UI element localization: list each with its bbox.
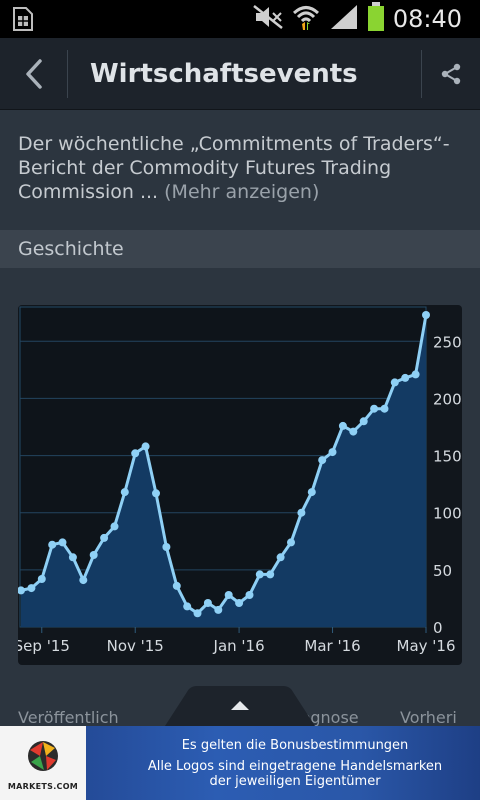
data-point[interactable] bbox=[172, 581, 181, 590]
markets-logo-text: MARKETS.COM bbox=[7, 782, 79, 791]
ad-banner[interactable]: MARKETS.COM Es gelten die Bonusbestimmun… bbox=[0, 726, 480, 800]
data-point[interactable] bbox=[422, 311, 430, 319]
action-bar: Wirtschaftsevents bbox=[0, 38, 480, 110]
data-point[interactable] bbox=[162, 543, 171, 551]
y-tick-label: 0 bbox=[433, 619, 443, 637]
y-tick-label: 150 bbox=[433, 448, 462, 466]
data-point[interactable] bbox=[266, 570, 275, 579]
data-point[interactable] bbox=[193, 609, 202, 618]
status-bar: 08:40 bbox=[0, 0, 480, 38]
ad-text-line2: Alle Logos sind eingetragene Handelsmark… bbox=[110, 759, 480, 789]
mute-icon bbox=[253, 4, 283, 34]
history-chart: 0 50 100 150 200 250 Sep '15 Nov '15 Jan '16 Mar … bbox=[18, 305, 462, 665]
data-point[interactable] bbox=[401, 373, 410, 382]
data-point[interactable] bbox=[58, 538, 67, 547]
wifi-icon bbox=[291, 3, 321, 35]
data-point[interactable] bbox=[203, 599, 212, 607]
data-point[interactable] bbox=[338, 421, 347, 430]
data-point[interactable] bbox=[89, 551, 98, 559]
data-point[interactable] bbox=[359, 417, 368, 426]
data-point[interactable] bbox=[48, 540, 57, 549]
data-point[interactable] bbox=[183, 602, 192, 611]
column-header-released: Veröffentlich bbox=[18, 708, 119, 726]
x-tick-label: May '16 bbox=[397, 637, 456, 655]
y-tick-label: 250 bbox=[433, 333, 462, 351]
data-point[interactable] bbox=[380, 404, 389, 413]
status-time: 08:40 bbox=[392, 5, 462, 33]
x-tick-label: Sep '15 bbox=[18, 637, 70, 655]
x-tick-label: Jan '16 bbox=[213, 637, 265, 655]
share-button[interactable] bbox=[422, 38, 480, 110]
data-point[interactable] bbox=[370, 404, 379, 413]
section-title: Geschichte bbox=[18, 238, 124, 260]
header-divider bbox=[421, 50, 422, 98]
y-tick-label: 200 bbox=[433, 390, 462, 408]
event-description: Der wöchentliche „Commitments of Traders… bbox=[18, 132, 458, 204]
signal-icon bbox=[329, 4, 359, 34]
globe-logo-icon bbox=[28, 741, 58, 771]
markets-logo: MARKETS.COM bbox=[0, 726, 86, 800]
data-point[interactable] bbox=[276, 553, 285, 562]
header-divider bbox=[67, 50, 68, 98]
history-section-header: Geschichte bbox=[0, 230, 480, 268]
x-tick-label: Nov '15 bbox=[107, 637, 164, 655]
expand-handle[interactable] bbox=[165, 686, 315, 726]
data-point[interactable] bbox=[68, 553, 77, 562]
data-point[interactable] bbox=[131, 449, 140, 458]
data-point[interactable] bbox=[141, 442, 150, 451]
battery-icon bbox=[367, 2, 385, 36]
series-line bbox=[20, 314, 428, 615]
data-point[interactable] bbox=[297, 508, 306, 517]
back-button[interactable] bbox=[0, 38, 68, 110]
data-point[interactable] bbox=[224, 591, 233, 599]
data-point[interactable] bbox=[411, 370, 420, 379]
data-point[interactable] bbox=[349, 427, 358, 436]
data-point[interactable] bbox=[255, 570, 264, 579]
chevron-left-icon bbox=[26, 59, 42, 89]
ad-text-line3: der jeweiligen Eigentümer bbox=[209, 774, 381, 789]
data-point[interactable] bbox=[390, 378, 399, 387]
data-point[interactable] bbox=[110, 522, 119, 531]
table-header-peek: Veröffentlich Prognose Vorheri bbox=[0, 706, 480, 726]
share-icon bbox=[441, 63, 461, 85]
data-point[interactable] bbox=[18, 586, 25, 595]
data-point[interactable] bbox=[152, 489, 160, 498]
show-more-link[interactable]: (Mehr anzeigen) bbox=[164, 181, 320, 203]
ad-text-line1: Es gelten die Bonusbestimmungen bbox=[181, 738, 409, 753]
data-point[interactable] bbox=[27, 584, 36, 593]
data-point[interactable] bbox=[318, 456, 327, 465]
history-chart-svg: 0 50 100 150 200 250 Sep '15 Nov '15 Jan '16 Mar … bbox=[18, 306, 462, 655]
column-header-previous: Vorheri bbox=[400, 708, 457, 726]
data-point[interactable] bbox=[307, 488, 316, 497]
data-point[interactable] bbox=[100, 533, 109, 542]
y-tick-label: 50 bbox=[433, 562, 452, 580]
data-point[interactable] bbox=[287, 538, 295, 547]
ad-text-line2a: Alle Logos sind eingetragene Handelsmark… bbox=[147, 759, 443, 774]
page-title: Wirtschaftsevents bbox=[90, 59, 358, 89]
description-text: Der wöchentliche „Commitments of Traders… bbox=[18, 133, 450, 203]
data-point[interactable] bbox=[120, 488, 129, 497]
data-point[interactable] bbox=[214, 605, 223, 614]
chevron-up-icon bbox=[231, 701, 249, 710]
y-tick-label: 100 bbox=[433, 505, 462, 523]
data-point[interactable] bbox=[245, 591, 254, 599]
series-area bbox=[21, 315, 426, 627]
data-point[interactable] bbox=[37, 575, 46, 583]
x-tick-label: Mar '16 bbox=[304, 637, 360, 655]
data-point[interactable] bbox=[235, 599, 244, 607]
data-point[interactable] bbox=[79, 576, 88, 585]
sim-card-icon bbox=[12, 6, 34, 36]
data-point[interactable] bbox=[328, 448, 337, 457]
